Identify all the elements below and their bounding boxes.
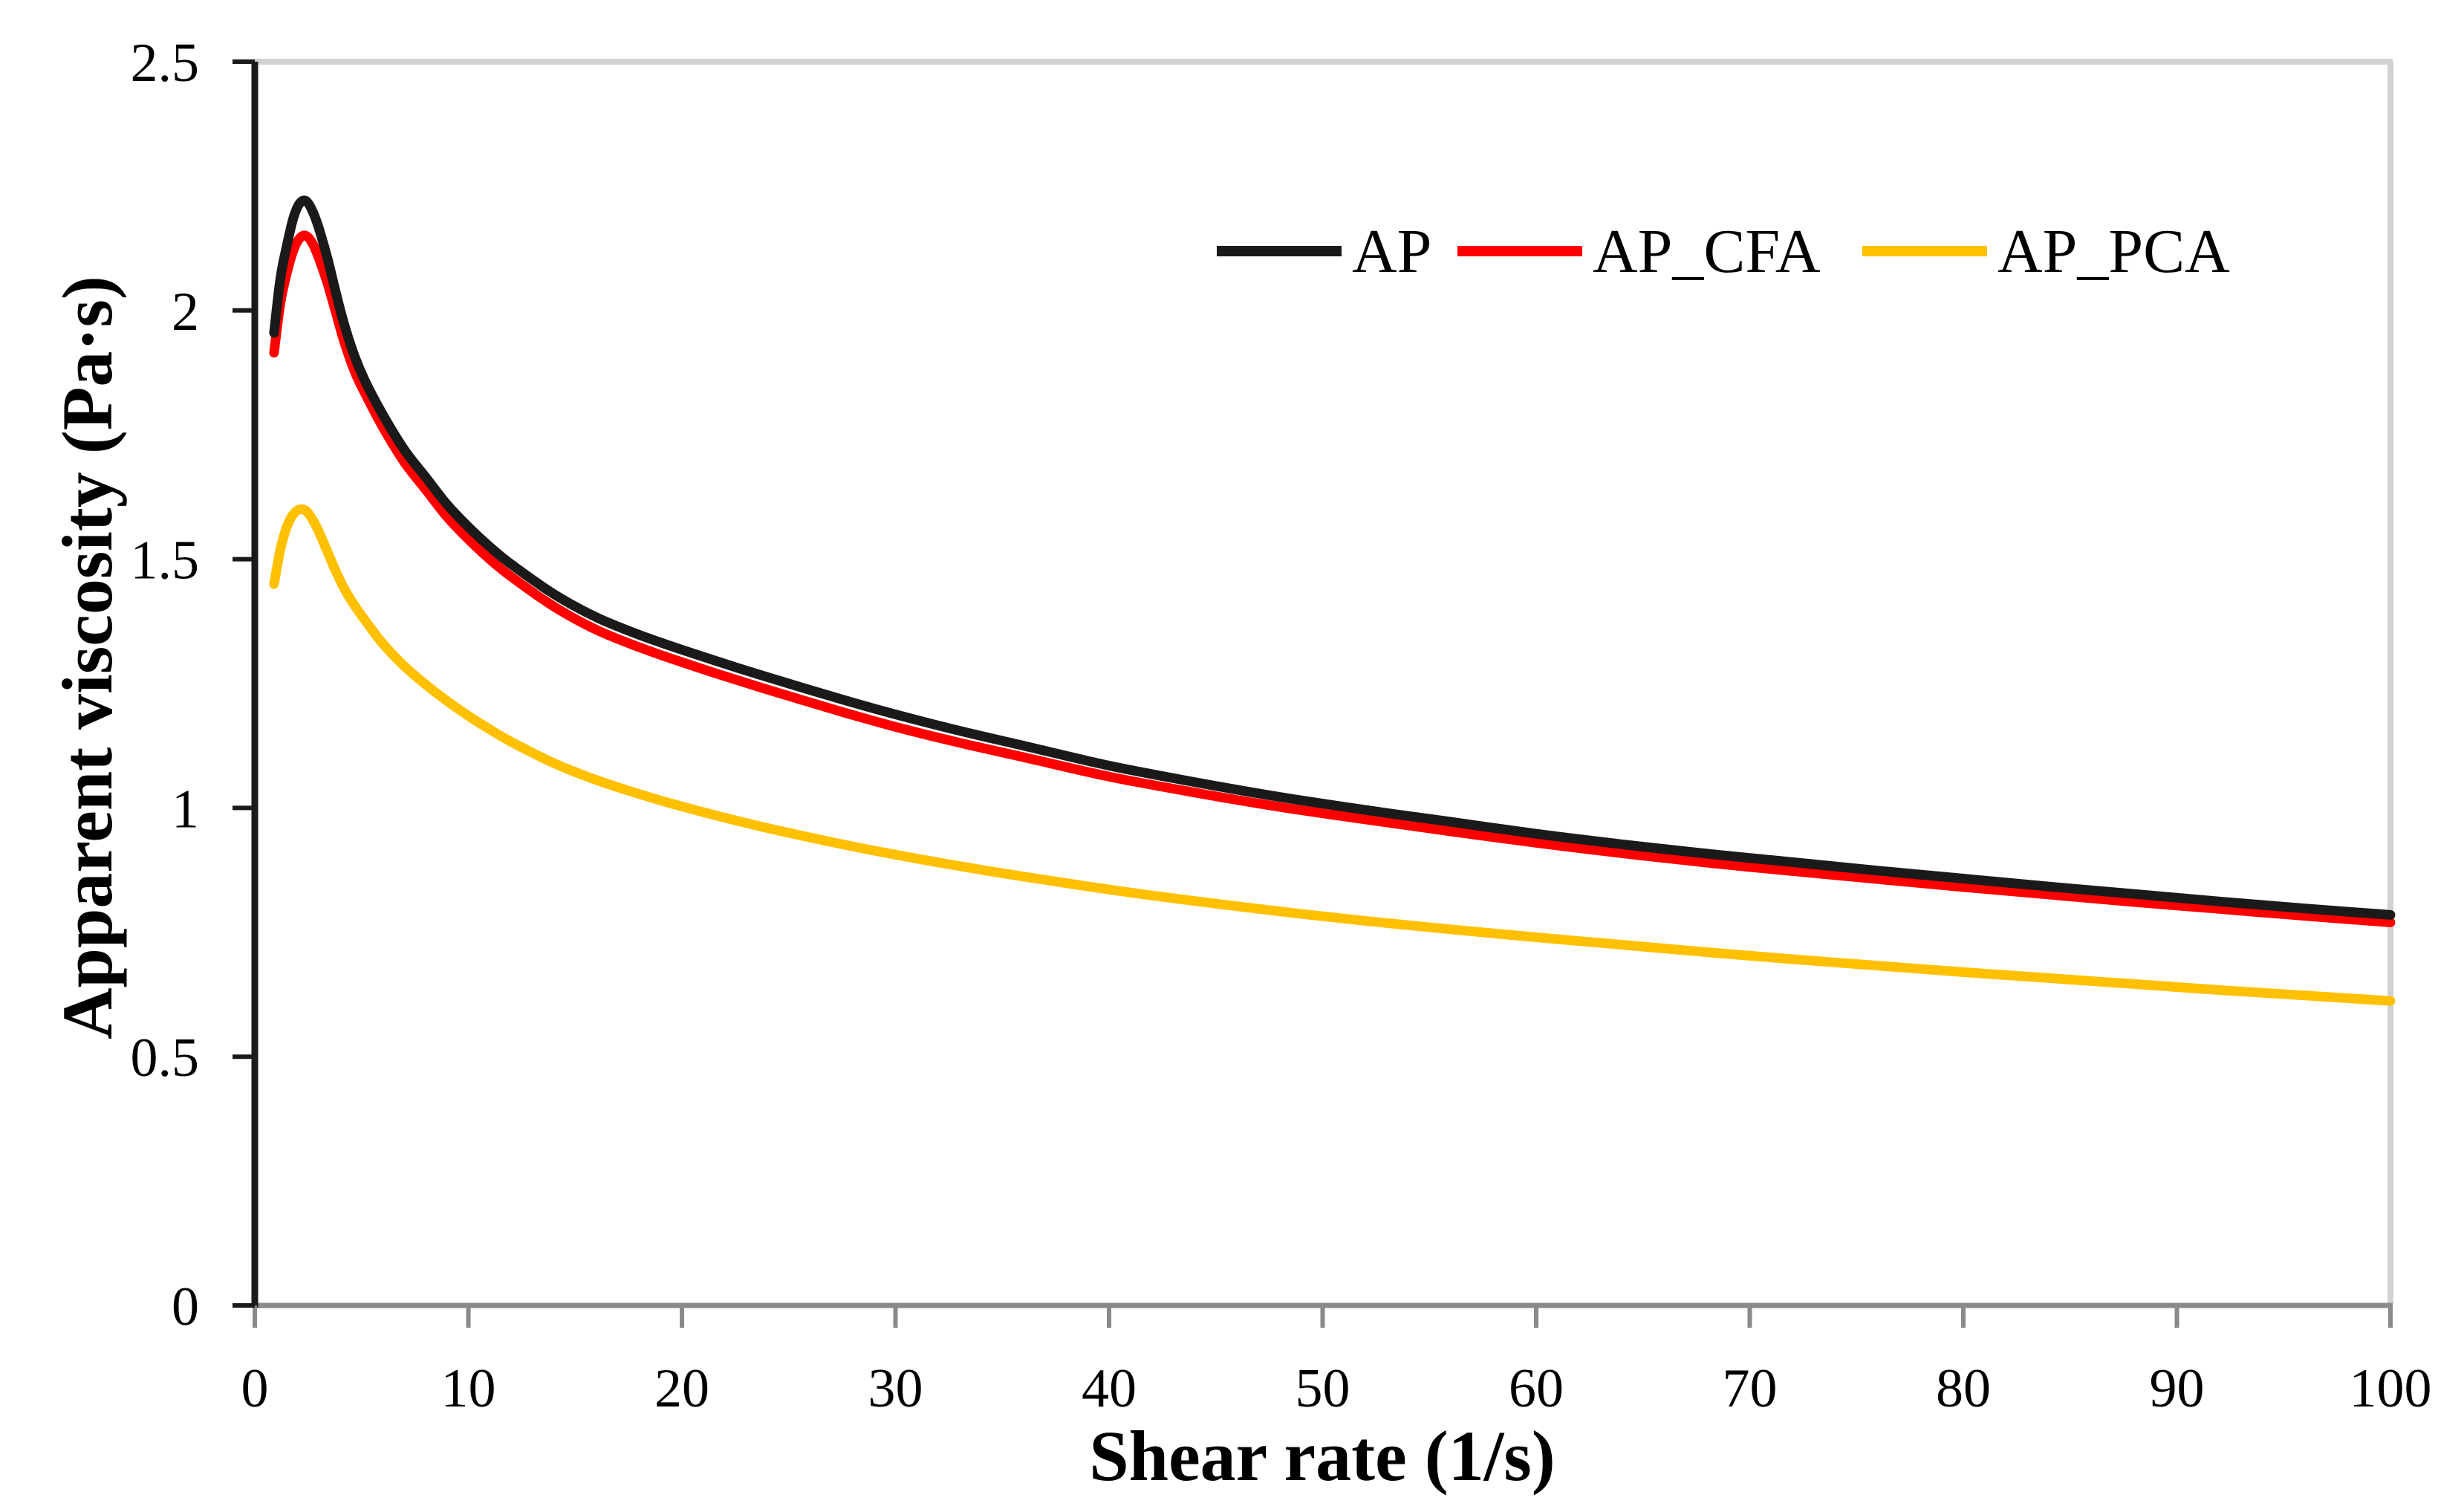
y-tick-label: 2 <box>172 282 199 343</box>
y-tick-label: 2.5 <box>131 33 200 94</box>
x-tick-label: 70 <box>1723 1358 1778 1419</box>
legend-item-AP_PCA: AP_PCA <box>1862 217 2230 286</box>
y-tick-label: 0.5 <box>131 1028 200 1088</box>
data-series <box>269 195 2396 1006</box>
legend-item-AP: AP <box>1217 217 1431 286</box>
y-tick-label: 0 <box>172 1276 199 1337</box>
series-line-AP <box>269 195 2396 920</box>
x-tick-label: 30 <box>868 1358 923 1419</box>
x-tick-label: 20 <box>654 1358 709 1419</box>
x-axis-title: Shear rate (1/s) <box>1089 1416 1555 1496</box>
x-tick-label: 50 <box>1296 1358 1350 1419</box>
x-tick-label: 100 <box>2350 1358 2432 1419</box>
y-axis-title: Apparent viscosity (Pa·s) <box>48 276 127 1039</box>
legend-label-AP_CFA: AP_CFA <box>1593 217 1821 286</box>
axis-tick-labels: 0 10 20 30 40 50 60 70 80 90 100 0 0.5 1 1.5 2 2.5 <box>131 33 2432 1419</box>
y-tick-label: 1.5 <box>131 531 200 591</box>
x-tick-label: 80 <box>1936 1358 1991 1419</box>
x-tick-label: 90 <box>2150 1358 2205 1419</box>
x-tick-label: 60 <box>1509 1358 1564 1419</box>
x-tick-label: 0 <box>241 1358 269 1419</box>
legend-label-AP_PCA: AP_PCA <box>1997 217 2230 286</box>
plot-border <box>255 59 2393 1305</box>
x-tick-label: 40 <box>1082 1358 1137 1419</box>
x-tick-label: 10 <box>441 1358 496 1419</box>
series-line-AP_CFA <box>269 230 2396 927</box>
series-line-AP_PCA <box>269 504 2396 1006</box>
axis-ticks <box>233 59 2393 1328</box>
y-tick-label: 1 <box>172 779 199 840</box>
legend: AP AP_CFA AP_PCA <box>1217 217 2230 286</box>
legend-label-AP: AP <box>1352 217 1431 286</box>
legend-item-AP_CFA: AP_CFA <box>1457 217 1821 286</box>
plot-border-line <box>255 59 2393 1305</box>
